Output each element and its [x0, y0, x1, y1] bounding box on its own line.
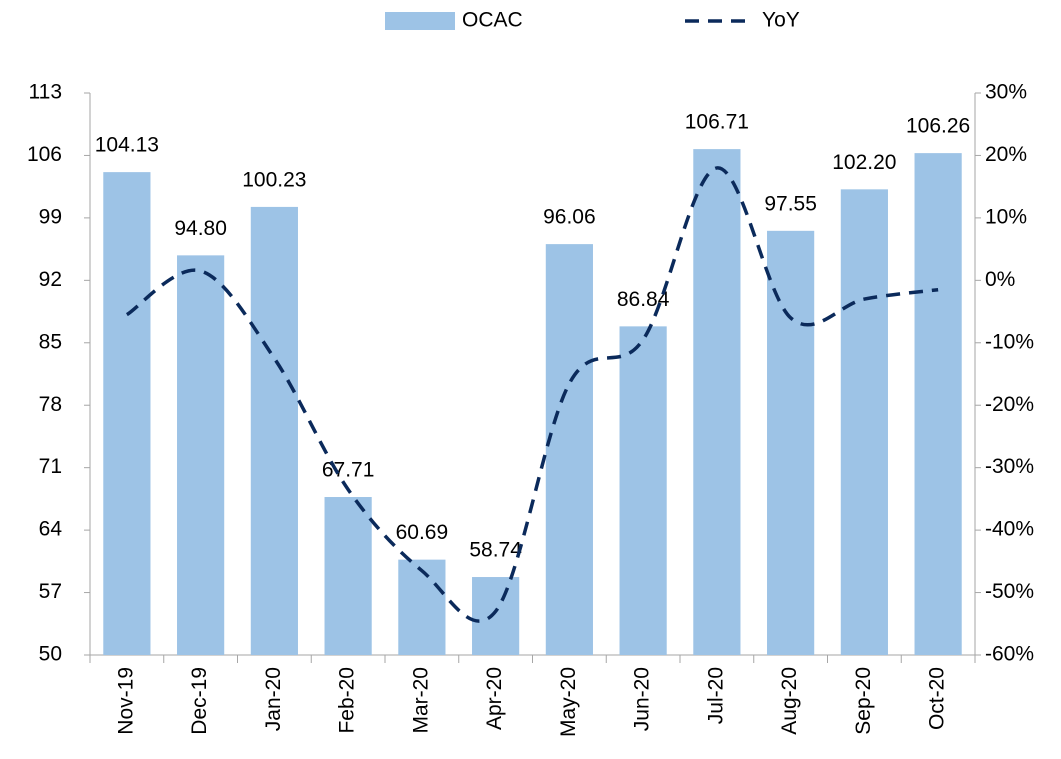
bar: [840, 189, 888, 656]
y-tick-label: 85: [39, 330, 62, 353]
x-tick-label: Jun-20: [631, 667, 654, 731]
data-label: 102.20: [832, 151, 896, 174]
y2-tick-label: -40%: [985, 518, 1034, 541]
bar: [324, 497, 372, 655]
bar: [177, 255, 225, 655]
bar: [545, 244, 593, 656]
x-tick-label: Oct-20: [926, 667, 949, 730]
x-tick-label: Aug-20: [778, 667, 801, 735]
y2-tick-label: 0%: [985, 268, 1015, 291]
y2-tick-label: -60%: [985, 643, 1034, 666]
data-label: 106.71: [685, 111, 749, 134]
x-tick-label: Feb-20: [336, 667, 359, 734]
bar: [398, 559, 446, 655]
bar: [472, 577, 520, 655]
bar: [619, 326, 667, 655]
x-tick-label: Sep-20: [852, 667, 875, 735]
legend-label: YoY: [762, 9, 800, 32]
data-label: 97.55: [764, 192, 817, 215]
legend-swatch: [385, 12, 455, 30]
y2-tick-label: 10%: [985, 205, 1027, 228]
data-label: 104.13: [95, 134, 159, 157]
line: [125, 166, 939, 623]
y2-tick-label: 30%: [985, 81, 1027, 104]
x-tick-label: Jan-20: [262, 667, 285, 731]
y-tick-label: 106: [27, 143, 62, 166]
y2-tick-label: -10%: [985, 330, 1034, 353]
y-tick-label: 71: [39, 455, 62, 478]
bar: [914, 153, 962, 656]
y-tick-label: 57: [39, 580, 62, 603]
data-label: 100.23: [242, 168, 306, 191]
y2-tick-label: -50%: [985, 580, 1034, 603]
y-tick-label: 99: [39, 205, 62, 228]
data-label: 106.26: [906, 115, 970, 138]
data-label: 67.71: [322, 459, 375, 482]
data-label: 94.80: [174, 217, 227, 240]
y-tick-label: 78: [39, 393, 62, 416]
bar: [103, 172, 151, 655]
x-tick-label: Apr-20: [483, 667, 506, 730]
bar: [250, 206, 298, 655]
bar: [693, 149, 741, 656]
y2-tick-label: -20%: [985, 393, 1034, 416]
bar: [767, 230, 815, 656]
x-tick-label: Mar-20: [409, 667, 432, 734]
y2-tick-label: -30%: [985, 455, 1034, 478]
y-tick-label: 92: [39, 268, 62, 291]
y-tick-label: 50: [39, 643, 62, 666]
data-label: 96.06: [543, 206, 596, 229]
y-tick-label: 64: [39, 518, 63, 541]
data-label: 86.84: [617, 288, 670, 311]
x-tick-label: Dec-19: [188, 667, 211, 735]
y2-tick-label: 20%: [985, 143, 1027, 166]
legend-label: OCAC: [462, 9, 523, 32]
x-tick-label: Jul-20: [704, 667, 727, 724]
x-tick-label: May-20: [557, 667, 580, 737]
data-label: 58.74: [469, 539, 522, 562]
data-label: 60.69: [396, 521, 449, 544]
x-tick-label: Nov-19: [114, 667, 137, 735]
y-tick-label: 113: [29, 81, 62, 104]
